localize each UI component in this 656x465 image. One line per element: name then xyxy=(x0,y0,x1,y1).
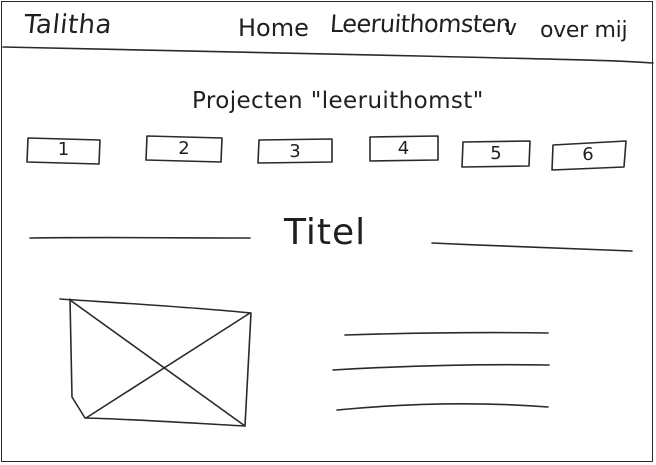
project-tab-4[interactable]: 4 xyxy=(369,136,438,162)
project-tab-1[interactable]: 1 xyxy=(27,137,100,163)
project-tab-label: 1 xyxy=(57,139,70,160)
project-tab-2[interactable]: 2 xyxy=(146,136,222,162)
chevron-down-icon[interactable]: v xyxy=(504,16,518,41)
project-tab-6[interactable]: 6 xyxy=(552,142,624,168)
project-tab-label: 5 xyxy=(490,143,502,164)
projects-heading: Projecten "leeruithomst" xyxy=(192,88,484,114)
nav-learning-link[interactable]: Leeruithomsten xyxy=(329,10,512,38)
project-tab-label: 3 xyxy=(289,141,301,162)
brand-logo[interactable]: Talitha xyxy=(22,10,114,40)
project-tab-label: 2 xyxy=(178,138,190,159)
nav-about-link[interactable]: over mij xyxy=(540,18,628,43)
project-tab-label: 4 xyxy=(397,138,410,159)
project-tab-3[interactable]: 3 xyxy=(258,139,332,165)
project-tab-5[interactable]: 5 xyxy=(462,141,530,167)
project-tab-label: 6 xyxy=(582,144,594,165)
nav-home-link[interactable]: Home xyxy=(238,14,309,42)
section-title: Titel xyxy=(284,212,367,253)
